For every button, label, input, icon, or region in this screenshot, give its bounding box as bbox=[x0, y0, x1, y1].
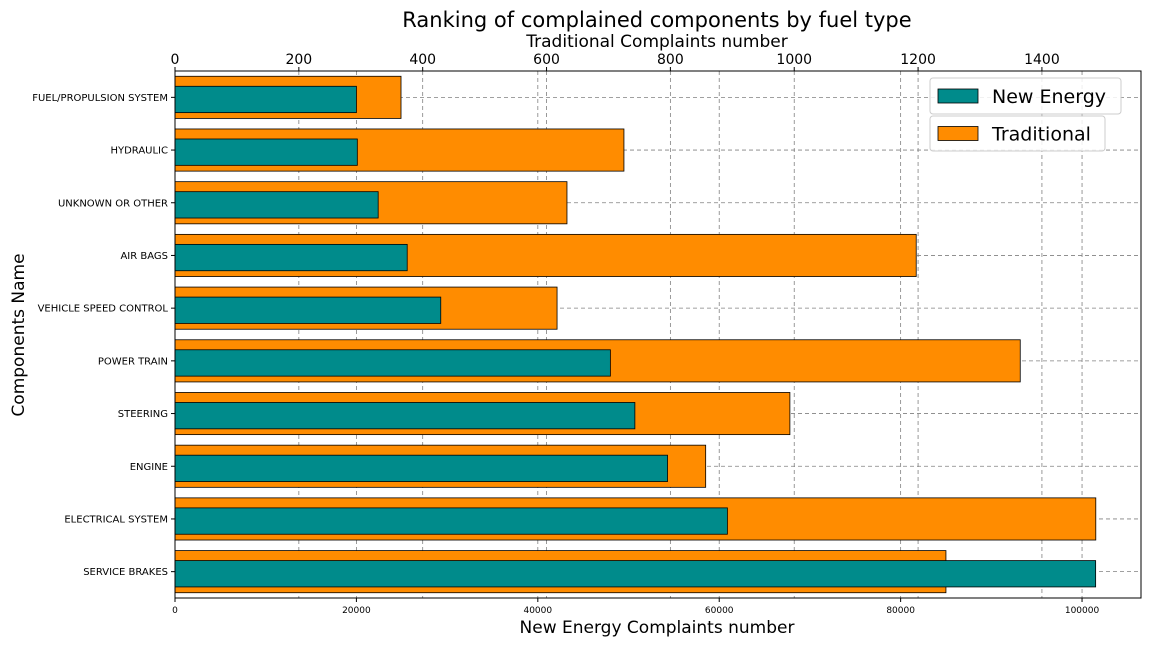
y-tick-label-8: ELECTRICAL SYSTEM bbox=[64, 514, 168, 525]
y-tick-label-1: HYDRAULIC bbox=[110, 146, 168, 157]
y-axis-title: Components Name bbox=[9, 253, 29, 416]
y-tick-label-9: SERVICE BRAKES bbox=[83, 567, 168, 578]
x-tick-label-top-1: 200 bbox=[285, 52, 312, 68]
x-axis-title-bottom: New Energy Complaints number bbox=[520, 618, 795, 638]
x-tick-label-bottom-1: 20000 bbox=[342, 606, 371, 616]
bar-new-energy-2 bbox=[174, 191, 379, 219]
bar-new-energy-4 bbox=[174, 296, 442, 324]
bar-new-energy-1 bbox=[174, 138, 358, 166]
bars bbox=[174, 75, 1097, 594]
legend-label-traditional: Traditional bbox=[991, 124, 1091, 146]
plot-frame bbox=[174, 70, 1142, 599]
bar-new-energy-9 bbox=[174, 560, 1097, 588]
x-tick-label-top-0: 0 bbox=[171, 52, 180, 68]
y-tick-label-0: FUEL/PROPULSION SYSTEM bbox=[32, 93, 168, 104]
x-tick-label-top-7: 1400 bbox=[1024, 52, 1060, 68]
y-tick-label-3: AIR BAGS bbox=[120, 251, 168, 262]
x-tick-label-bottom-3: 60000 bbox=[705, 606, 734, 616]
bar-new-energy-6 bbox=[174, 402, 636, 430]
bar-new-energy-0 bbox=[174, 85, 357, 114]
x-tick-label-top-5: 1000 bbox=[776, 52, 812, 68]
x-tick-label-top-6: 1200 bbox=[900, 52, 936, 68]
x-axis-title-top: Traditional Complaints number bbox=[525, 32, 787, 52]
bar-new-energy-3 bbox=[174, 243, 408, 272]
x-tick-label-bottom-4: 80000 bbox=[886, 606, 915, 616]
y-tick-label-6: STEERING bbox=[118, 409, 168, 420]
chart-title: Ranking of complained components by fuel… bbox=[402, 8, 911, 32]
y-tick-label-7: ENGINE bbox=[130, 462, 168, 473]
bar-new-energy-5 bbox=[174, 349, 611, 377]
bar-new-energy-7 bbox=[174, 454, 668, 482]
legend-swatch-new-energy bbox=[937, 88, 979, 104]
legend-box-traditional bbox=[929, 115, 1106, 152]
x-tick-label-bottom-0: 0 bbox=[172, 606, 178, 616]
legend-swatch-traditional bbox=[937, 126, 979, 141]
x-tick-label-bottom-5: 100000 bbox=[1065, 606, 1100, 616]
x-tick-label-bottom-2: 40000 bbox=[523, 606, 552, 616]
x-tick-label-top-2: 400 bbox=[409, 52, 436, 68]
y-tick-label-4: VEHICLE SPEED CONTROL bbox=[38, 304, 169, 315]
legend: New Energy Traditional bbox=[929, 77, 1122, 152]
y-tick-label-2: UNKNOWN OR OTHER bbox=[58, 198, 168, 209]
legend-label-new-energy: New Energy bbox=[992, 86, 1106, 108]
x-tick-label-top-4: 800 bbox=[657, 52, 684, 68]
bar-new-energy-8 bbox=[174, 507, 728, 535]
legend-box-new-energy bbox=[929, 77, 1122, 115]
x-tick-label-top-3: 600 bbox=[533, 52, 560, 68]
y-tick-label-5: POWER TRAIN bbox=[98, 356, 168, 367]
axes: FUEL/PROPULSION SYSTEM HYDRAULIC UNKNOWN O… bbox=[32, 52, 1142, 616]
